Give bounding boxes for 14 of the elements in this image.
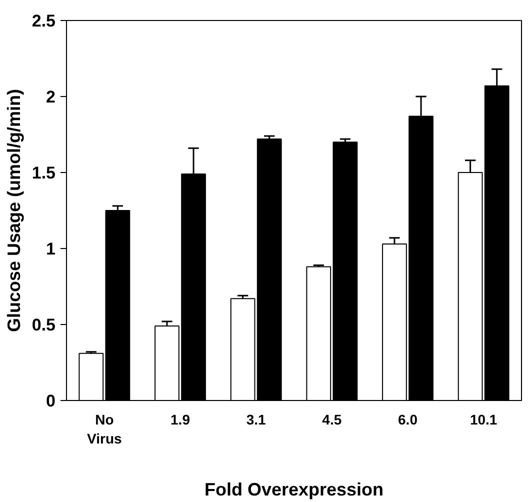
x-axis-title: Fold Overexpression [204,480,384,500]
y-tick-label: 2 [46,88,56,106]
x-tick-label: 10.1 [470,412,498,428]
y-tick-label: 1.5 [32,164,56,182]
x-tick-label: No Virus [87,412,122,447]
x-tick-label: 6.0 [398,412,418,428]
y-axis-title: Glucose Usage (umol/g/min) [4,88,24,332]
y-tick-label: 0.5 [32,316,56,334]
y-tick-label: 2.5 [32,12,56,30]
x-tick-label: 1.9 [170,412,190,428]
x-tick-label: 4.5 [322,412,342,428]
y-tick-label: 1 [46,240,56,258]
x-tick-label: 3.1 [246,412,266,428]
y-tick-label: 0 [46,392,56,410]
